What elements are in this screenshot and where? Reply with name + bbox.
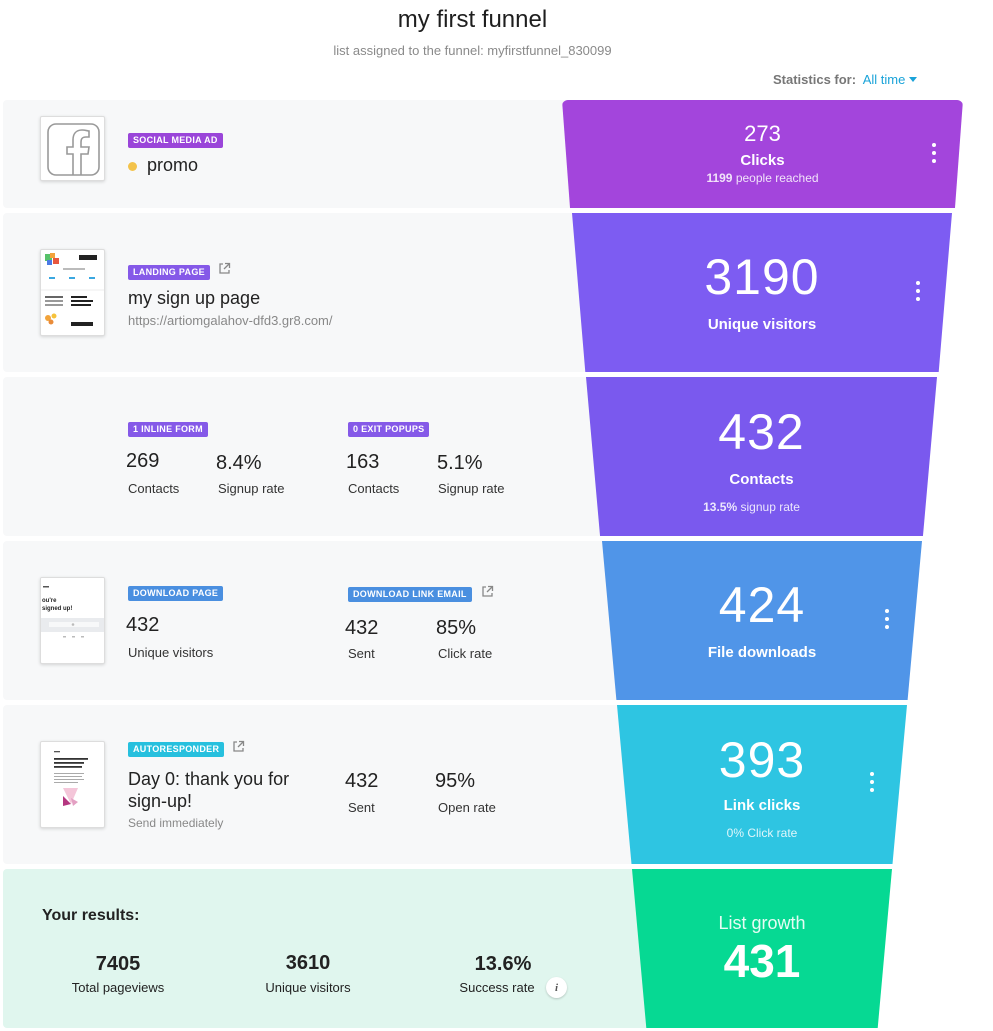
download-page-preview-icon: ou're signed up! xyxy=(41,578,104,638)
visitors-more-menu-icon[interactable] xyxy=(911,281,925,301)
results-title: Your results: xyxy=(42,907,140,924)
success-rate-value: 13.6% xyxy=(474,953,532,975)
clicks-label: Clicks xyxy=(740,152,785,169)
links-more-menu-icon[interactable] xyxy=(865,772,879,792)
social-media-ad-tag: SOCIAL MEDIA AD xyxy=(128,133,223,148)
link-clicks-value: 393 xyxy=(718,732,806,788)
external-link-icon[interactable] xyxy=(232,740,245,753)
row-forms xyxy=(3,377,673,536)
signup-rate: 13.5% signup rate xyxy=(703,500,800,514)
exit-popups-tag: 0 EXIT POPUPS xyxy=(348,422,430,437)
inline-form-tag: 1 INLINE FORM xyxy=(128,422,208,437)
downloads-more-menu-icon[interactable] xyxy=(880,609,894,629)
people-reached-label: people reached xyxy=(735,171,819,185)
external-link-icon[interactable] xyxy=(481,585,494,598)
email-click-rate-label: Click rate xyxy=(438,646,493,661)
people-reached-value: 1199 xyxy=(706,171,733,185)
inline-signup-rate-value: 8.4% xyxy=(216,452,262,474)
statistics-label: Statistics for: xyxy=(773,72,857,87)
autoresponder-sent-value: 432 xyxy=(345,770,379,792)
facebook-thumbnail[interactable] xyxy=(40,116,105,181)
inline-contacts-label: Contacts xyxy=(128,481,180,496)
funnel-link-clicks: 393 Link clicks 0% Click rate xyxy=(617,705,907,864)
email-sent-value: 432 xyxy=(345,617,379,639)
signup-rate-value: 13.5% xyxy=(703,500,738,514)
total-pageviews-label: Total pageviews xyxy=(71,980,165,995)
contacts-funnel-label: Contacts xyxy=(729,471,794,488)
file-downloads-value: 424 xyxy=(718,577,806,633)
unique-visitors-value: 3610 xyxy=(285,952,331,974)
autoresponder-tag: AUTORESPONDER xyxy=(128,742,225,757)
autoresponder-open-rate-value: 95% xyxy=(435,770,476,792)
unique-visitors-funnel-label: Unique visitors xyxy=(707,316,817,333)
page-title: my first funnel xyxy=(397,6,548,33)
list-growth-label: List growth xyxy=(718,913,806,933)
success-rate-label: Success rate xyxy=(459,980,535,995)
ad-name: promo xyxy=(147,155,199,175)
funnel-unique-visitors: 3190 Unique visitors xyxy=(572,213,952,372)
status-dot xyxy=(128,162,137,171)
file-downloads-label: File downloads xyxy=(707,644,817,661)
row-landing-page xyxy=(3,213,673,372)
external-link-icon[interactable] xyxy=(218,262,231,275)
link-clicks-label: Link clicks xyxy=(723,797,801,814)
download-page-thumbnail[interactable]: ou're signed up! xyxy=(40,577,105,664)
funnel-list-growth: List growth 431 xyxy=(632,869,892,1028)
inline-signup-rate-label: Signup rate xyxy=(218,481,285,496)
funnel-contacts: 432 Contacts 13.5% signup rate xyxy=(586,377,937,536)
clicks-value: 273 xyxy=(744,121,781,146)
autoresponder-sent-label: Sent xyxy=(348,800,375,815)
list-subtitle: list assigned to the funnel: myfirstfunn… xyxy=(333,43,612,58)
popup-contacts-value: 163 xyxy=(346,451,380,473)
download-page-tag: DOWNLOAD PAGE xyxy=(128,586,224,601)
row-autoresponder xyxy=(3,705,673,864)
landing-page-thumbnail[interactable] xyxy=(40,249,105,336)
row-results xyxy=(3,869,663,1028)
popup-signup-rate-label: Signup rate xyxy=(438,481,505,496)
autoresponder-open-rate-label: Open rate xyxy=(438,800,496,815)
unique-visitors-funnel-value: 3190 xyxy=(704,249,820,305)
total-pageviews-value: 7405 xyxy=(95,953,141,975)
funnel-file-downloads: 424 File downloads xyxy=(602,541,922,700)
popup-contacts-label: Contacts xyxy=(348,481,400,496)
facebook-icon xyxy=(47,123,100,176)
row-social-ad xyxy=(3,100,673,208)
download-visitors-label: Unique visitors xyxy=(128,645,214,660)
landing-page-preview-icon xyxy=(41,253,104,326)
autoresponder-preview-icon xyxy=(54,751,88,806)
autoresponder-schedule: Send immediately xyxy=(128,816,224,830)
autoresponder-thumbnail[interactable] xyxy=(40,741,105,828)
clicks-more-menu-icon[interactable] xyxy=(927,143,941,163)
autoresponder-name: Day 0: thank you for sign-up! xyxy=(128,769,290,811)
svg-text:ou're: ou're xyxy=(42,598,57,604)
signup-rate-label: signup rate xyxy=(740,500,800,514)
landing-page-tag: LANDING PAGE xyxy=(128,265,210,280)
contacts-funnel-value: 432 xyxy=(718,404,805,460)
inline-contacts-value: 269 xyxy=(126,450,160,472)
landing-page-url[interactable]: https://artiomgalahov-dfd3.gr8.com/ xyxy=(128,313,333,328)
unique-visitors-label: Unique visitors xyxy=(265,980,351,995)
statistics-filter: Statistics for: All time xyxy=(773,72,918,87)
caret-down-icon xyxy=(909,77,918,82)
svg-text:signed up!: signed up! xyxy=(42,606,72,612)
info-icon[interactable]: i xyxy=(546,977,567,998)
statistics-period-value: All time xyxy=(862,72,906,87)
statistics-period-dropdown[interactable]: All time xyxy=(863,72,918,87)
row-download xyxy=(3,541,673,700)
click-rate-sub: 0% Click rate xyxy=(726,826,798,840)
popup-signup-rate-value: 5.1% xyxy=(437,452,483,474)
people-reached: 1199 people reached xyxy=(706,171,818,185)
download-visitors-value: 432 xyxy=(126,614,160,636)
landing-page-name: my sign up page xyxy=(128,288,261,308)
email-click-rate-value: 85% xyxy=(436,617,477,639)
list-growth-value: 431 xyxy=(723,935,801,987)
download-link-email-tag: DOWNLOAD LINK EMAIL xyxy=(348,587,472,602)
funnel-clicks: 273 Clicks 1199 people reached xyxy=(562,100,963,208)
email-sent-label: Sent xyxy=(348,646,375,661)
